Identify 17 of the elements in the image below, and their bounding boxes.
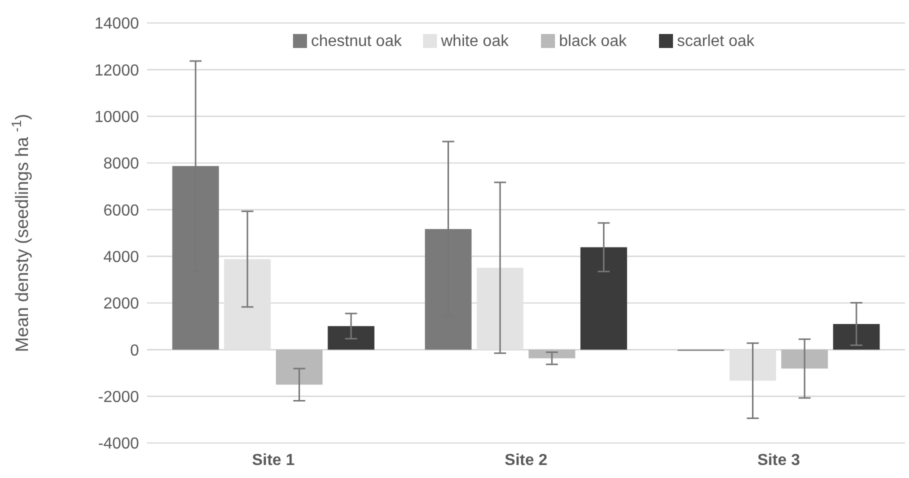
x-tick-label: Site 2 — [504, 452, 548, 469]
y-tick-label: -2000 — [98, 388, 140, 406]
x-tick-label: Site 3 — [757, 452, 800, 469]
x-tick-label: Site 1 — [252, 452, 295, 469]
y-tick-label: 4000 — [103, 248, 140, 266]
y-tick-label: 6000 — [103, 202, 140, 220]
legend-label: black oak — [559, 33, 628, 50]
y-tick-label: 0 — [130, 342, 140, 360]
y-tick-label: 14000 — [94, 16, 140, 33]
y-tick-label: 8000 — [103, 156, 140, 173]
y-tick-label: 12000 — [94, 62, 140, 80]
legend-label: white oak — [440, 33, 510, 50]
legend-label: scarlet oak — [677, 33, 756, 50]
y-tick-label: 2000 — [103, 296, 140, 313]
y-tick-label: -4000 — [98, 436, 140, 453]
y-tick-label: 10000 — [94, 108, 140, 126]
legend-label: chestnut oak — [311, 33, 403, 50]
